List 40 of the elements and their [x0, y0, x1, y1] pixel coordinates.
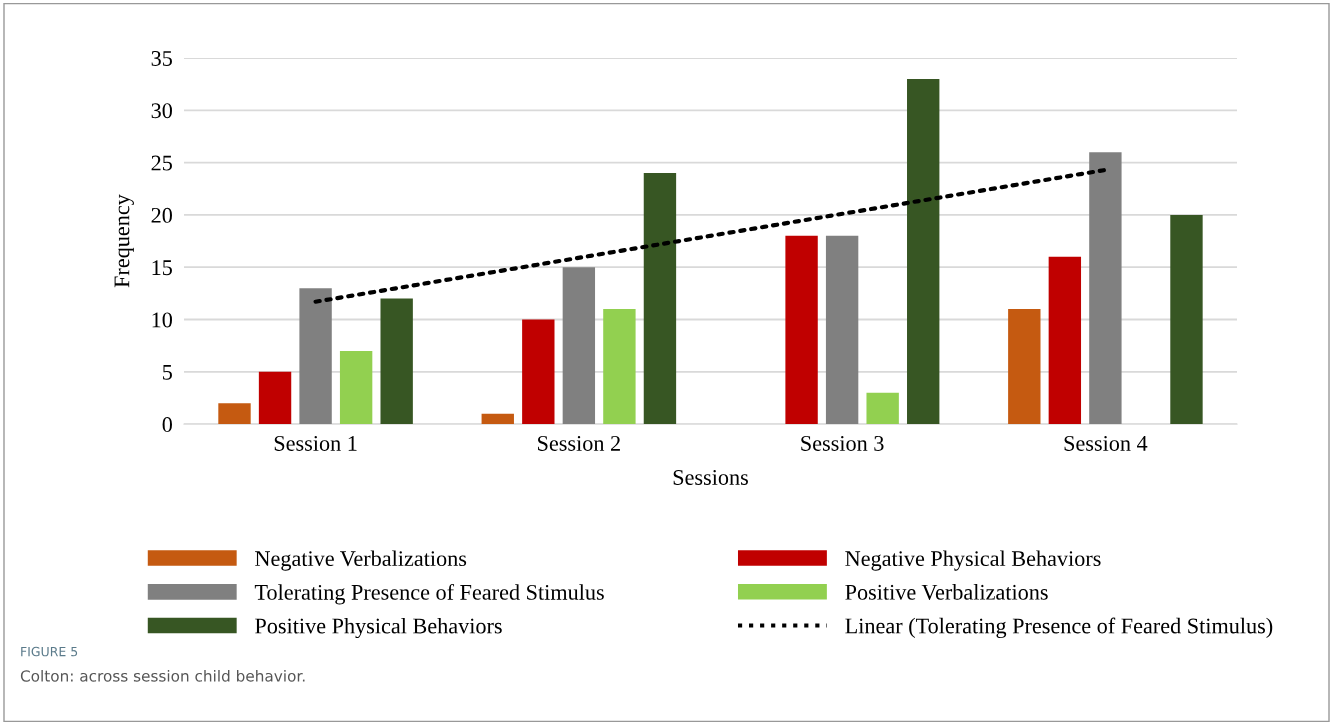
bar	[299, 288, 332, 425]
y-tick-label: 30	[151, 103, 172, 119]
x-axis-title: Sessions	[673, 469, 748, 485]
y-tick-label: 0	[162, 417, 172, 433]
legend-label: Positive Physical Behaviors	[255, 617, 502, 639]
y-tick-label: 5	[163, 364, 172, 380]
caption: FIGURE 5	[21, 646, 78, 657]
bar	[603, 309, 636, 425]
x-tick-label: Session 3	[801, 435, 884, 451]
y-tick-label: 25	[151, 155, 172, 171]
y-tick-label: 15	[152, 260, 172, 276]
bar	[1170, 214, 1203, 425]
y-tick-label: 35	[151, 50, 172, 66]
bar	[339, 350, 373, 425]
x-tick-label: Session 1	[274, 435, 357, 451]
bar	[1048, 256, 1082, 425]
bar	[866, 392, 899, 425]
x-tick-label: Session 4	[1064, 435, 1148, 451]
bar	[562, 267, 596, 425]
bar	[522, 319, 555, 425]
legend-label: Linear (Tolerating Presence of Feared Stimulus)	[845, 617, 1273, 639]
bar	[380, 298, 413, 425]
y-tick-label: 10	[152, 312, 172, 328]
bar	[481, 413, 514, 425]
bar	[1008, 309, 1041, 425]
legend-label: Tolerating Presence of Feared Stimulus	[254, 583, 604, 605]
legend-label: Negative Verbalizations	[255, 550, 467, 571]
text: Colton: across session child behavior.	[20, 669, 305, 682]
bar	[907, 78, 940, 425]
bar	[218, 403, 251, 425]
bar	[1089, 152, 1122, 425]
legend-label: Negative Physical Behaviors	[845, 550, 1101, 571]
bar	[785, 235, 818, 425]
bar	[643, 173, 677, 425]
legend-label: Positive Verbalizations	[845, 584, 1048, 600]
y-axis-title: Frequency	[114, 194, 134, 288]
bar	[258, 371, 292, 425]
y-tick-label: 20	[151, 207, 172, 223]
bar	[825, 235, 859, 425]
x-tick-label: Session 2	[538, 435, 620, 451]
